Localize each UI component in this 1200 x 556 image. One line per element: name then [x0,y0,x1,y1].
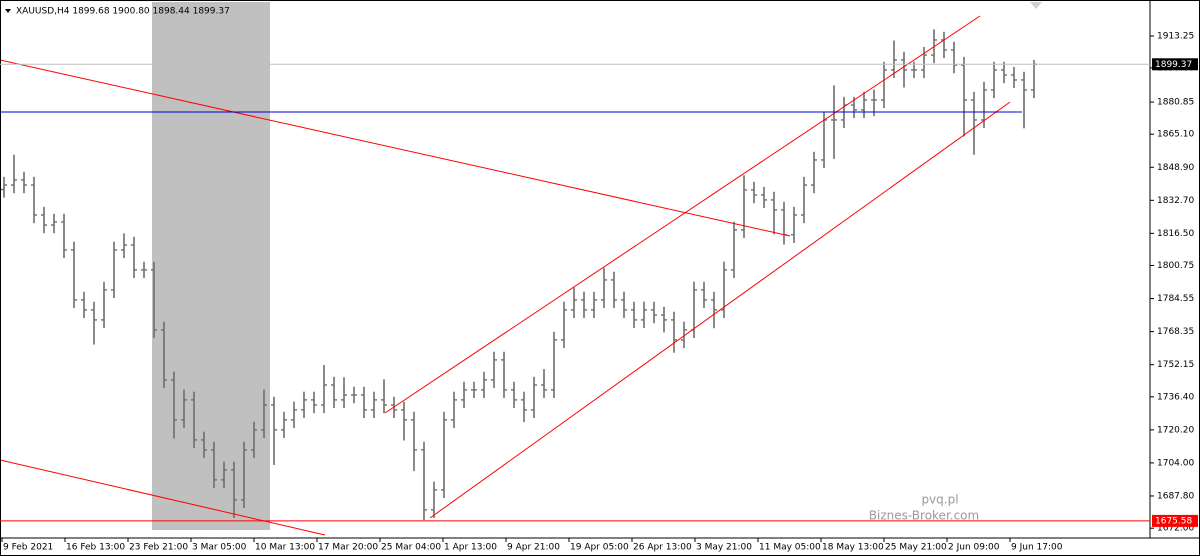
y-tick-label: 1736.40 [1157,392,1194,402]
x-tick-label: 25 Mar 04:00 [381,543,441,553]
y-tick-label: 1720.20 [1157,425,1194,435]
y-tick-label: 1816.50 [1157,229,1194,239]
x-tick-label: 10 Mar 13:00 [255,543,315,553]
channel-upper [384,15,981,414]
x-tick-label: 11 May 05:00 [759,543,821,553]
y-tick-label: 1687.80 [1157,491,1194,501]
level-label: 1675.58 [1155,516,1192,526]
y-tick-label: 1832.70 [1157,196,1194,206]
y-tick-label: 1784.55 [1157,294,1194,304]
y-tick-label: 1752.15 [1157,360,1194,370]
y-tick-label: 1865.10 [1157,130,1194,140]
highlight-period [152,2,270,530]
x-tick-label: 19 Apr 05:00 [570,543,629,553]
level-tag [1152,514,1198,527]
x-tick-label: 18 May 13:00 [822,543,884,553]
x-tick-label: 3 May 21:00 [696,543,752,553]
y-tick-label: 1768.35 [1157,327,1194,337]
y-tick-label: 1848.90 [1157,163,1194,173]
level-tag [1152,58,1198,71]
trend-line [0,59,791,237]
plot-area [1,29,1037,521]
trend-lines [0,15,1011,536]
y-tick-label: 1913.25 [1157,31,1194,41]
x-tick-label: 25 May 21:00 [885,543,947,553]
x-tick-label: 9 Feb 2021 [3,543,53,553]
x-tick-label: 9 Jun 17:00 [1011,543,1063,553]
x-tick-label: 2 Jun 09:00 [948,543,1000,553]
x-tick-label: 3 Mar 05:00 [192,543,247,553]
x-tick-label: 16 Feb 13:00 [66,543,125,553]
watermark: pvq.pl [921,493,958,507]
x-tick-label: 23 Feb 21:00 [129,543,188,553]
level-label: 1899.37 [1155,60,1192,70]
y-tick-label: 1704.00 [1157,458,1194,468]
y-tick-label: 1880.85 [1157,98,1194,108]
y-tick-label: 1672.00 [1157,524,1194,534]
watermark: Biznes-Broker.com [869,509,979,523]
x-tick-label: 26 Apr 13:00 [633,543,692,553]
x-tick-label: 1 Apr 13:00 [444,543,497,553]
channel-lower [429,101,1011,519]
trend-line [0,459,326,536]
x-tick-label: 9 Apr 21:00 [507,543,560,553]
shift-marker [1030,2,1042,9]
x-tick-label: 17 Mar 20:00 [318,543,378,553]
menu-arrow [5,9,11,13]
chart-title: XAUUSD,H4 1899.68 1900.80 1898.44 1899.3… [16,7,230,17]
y-tick-label: 1800.75 [1157,261,1194,271]
